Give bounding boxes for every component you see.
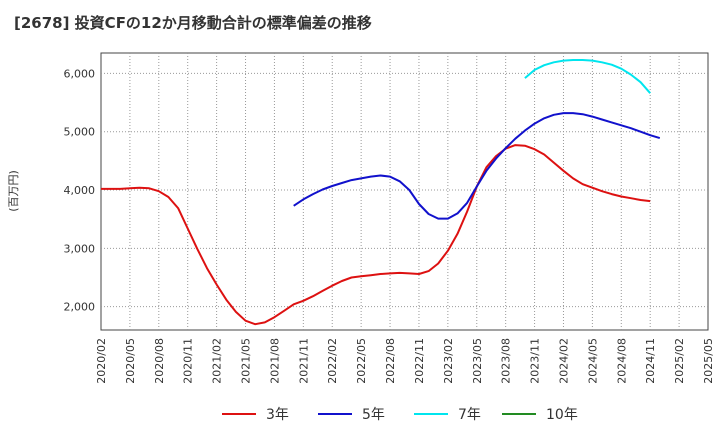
x-tick-label: 2021/02 <box>211 338 224 384</box>
x-tick-label: 2024/11 <box>644 338 657 384</box>
x-tick-label: 2020/05 <box>124 338 137 384</box>
x-tick-label: 2022/11 <box>413 338 426 384</box>
y-tick-label: 4,000 <box>64 184 96 197</box>
x-tick-label: 2020/02 <box>95 338 108 384</box>
x-tick-label: 2022/05 <box>355 338 368 384</box>
x-axis-ticks: 2020/02 2020/05 2020/08 2020/11 2021/02 2021/… <box>95 338 715 384</box>
legend: 3年 5年 7年 10年 <box>222 407 578 423</box>
chart-title: [2678] 投資CFの12か月移動合計の標準偏差の推移 <box>14 14 372 32</box>
legend-label-3: 10年 <box>546 407 578 423</box>
legend-label-0: 3年 <box>266 407 289 423</box>
y-axis-ticks: 2,000 3,000 4,000 5,000 6,000 <box>64 67 96 313</box>
x-tick-label: 2023/02 <box>442 338 455 384</box>
y-axis-label: (百万円) <box>7 170 20 212</box>
y-tick-label: 3,000 <box>64 242 96 255</box>
x-tick-label: 2020/08 <box>153 338 166 384</box>
x-tick-label: 2021/05 <box>240 338 253 384</box>
x-tick-label: 2024/05 <box>586 338 599 384</box>
x-tick-label: 2022/02 <box>326 338 339 384</box>
x-tick-label: 2023/11 <box>529 338 542 384</box>
series-layer <box>101 59 661 326</box>
x-tick-label: 2025/02 <box>673 338 686 384</box>
series-line-1 <box>293 112 661 220</box>
legend-label-1: 5年 <box>362 407 385 423</box>
x-tick-label: 2024/08 <box>615 338 628 384</box>
x-tick-label: 2021/11 <box>297 338 310 384</box>
x-tick-label: 2025/05 <box>702 338 715 384</box>
y-tick-label: 5,000 <box>64 126 96 139</box>
x-tick-label: 2021/08 <box>268 338 281 384</box>
y-tick-label: 6,000 <box>64 67 96 80</box>
x-tick-label: 2023/08 <box>500 338 513 384</box>
series-line-2 <box>524 59 651 94</box>
legend-label-2: 7年 <box>458 407 481 423</box>
y-tick-label: 2,000 <box>64 301 96 314</box>
x-tick-label: 2022/08 <box>384 338 397 384</box>
x-tick-label: 2023/05 <box>471 338 484 384</box>
series-line-0 <box>101 144 651 326</box>
plot-area <box>100 52 709 331</box>
x-tick-label: 2024/02 <box>557 338 570 384</box>
x-tick-label: 2020/11 <box>182 338 195 384</box>
